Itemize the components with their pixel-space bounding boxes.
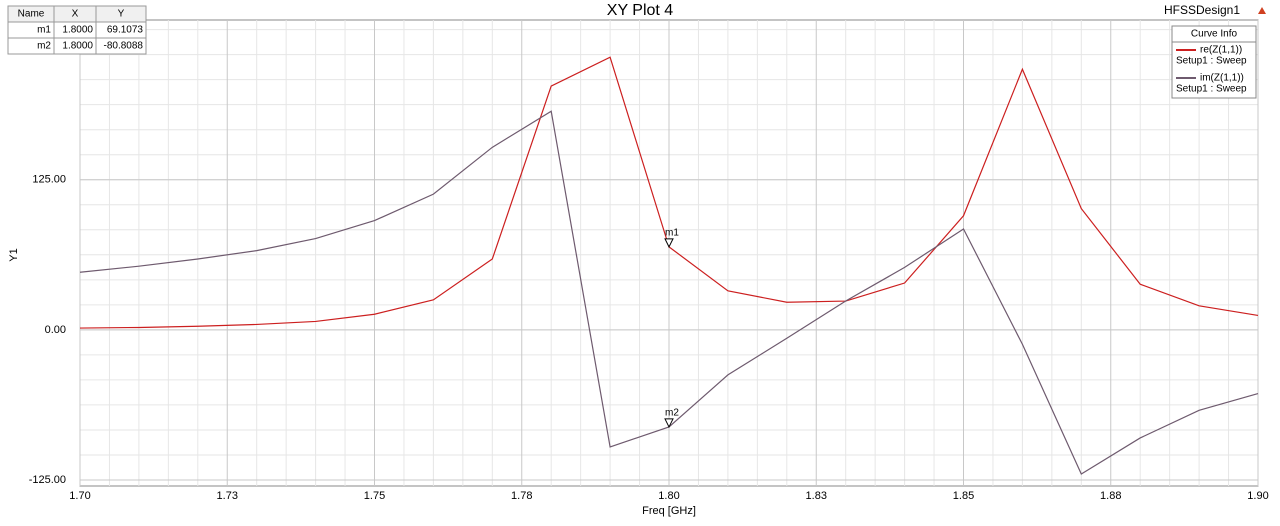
legend-sweep: Setup1 : Sweep [1176,56,1247,67]
table-cell-text: -80.8088 [104,41,144,52]
x-tick-label: 1.75 [364,490,385,502]
marker [664,238,674,248]
table-cell-text: m2 [37,41,51,52]
legend-label: re(Z(1,1)) [1200,45,1242,56]
x-tick-label: 1.80 [658,490,679,502]
y-tick-label: 125.00 [32,174,66,186]
x-tick-label: 1.83 [806,490,827,502]
design-name: HFSSDesign1 [1164,3,1240,17]
marker-label: m1 [665,228,679,239]
y-tick-label: -125.00 [29,474,66,486]
chart-title: XY Plot 4 [607,2,674,19]
collapse-icon[interactable] [1258,7,1266,14]
x-tick-label: 1.85 [953,490,974,502]
legend-label: im(Z(1,1)) [1200,73,1244,84]
table-header: Y [118,9,125,20]
table-cell [95,37,147,55]
marker [664,418,674,429]
x-tick-label: 1.78 [511,490,532,502]
legend-box [1171,25,1257,99]
y-axis-label: Y1 [8,248,20,261]
x-tick-label: 1.73 [217,490,238,502]
legend-title: Curve Info [1191,29,1238,40]
marker-label: m2 [665,408,679,419]
table-cell-text: 69.1073 [107,25,144,36]
x-tick-label: 1.70 [69,490,90,502]
table-cell-text: 1.8000 [62,25,93,36]
x-tick-label: 1.88 [1100,490,1121,502]
table-cell-text: m1 [37,25,51,36]
y-tick-label: 0.00 [45,324,66,336]
table-cell-text: 1.8000 [62,41,93,52]
table-header: X [72,9,79,20]
x-tick-label: 1.90 [1247,490,1268,502]
legend-sweep: Setup1 : Sweep [1176,84,1247,95]
x-axis-label: Freq [GHz] [642,505,696,517]
table-header: Name [18,9,45,20]
